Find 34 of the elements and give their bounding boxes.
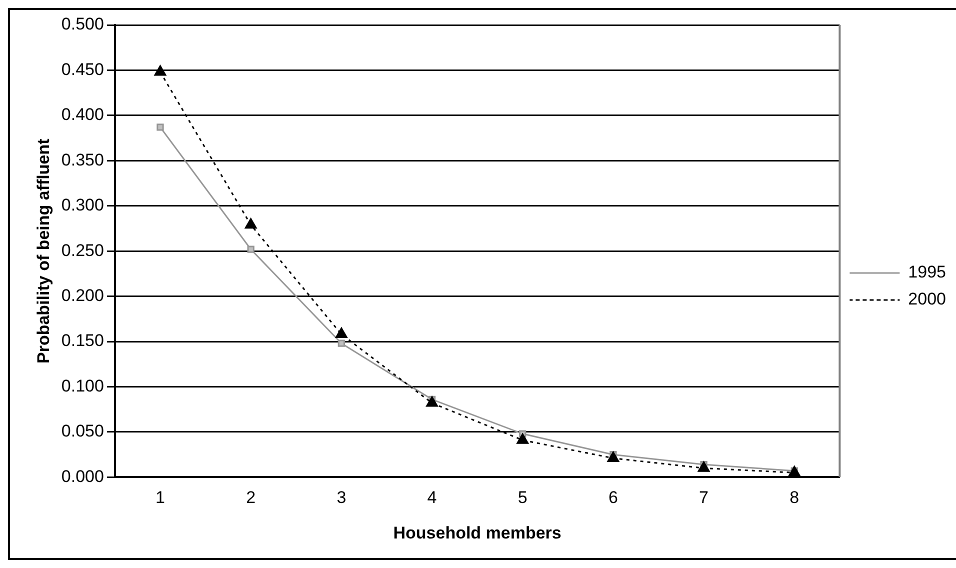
y-tick-label: 0.350 [61,150,104,170]
y-tick-label: 0.000 [61,466,104,486]
y-tick-label: 0.450 [61,60,104,79]
point [335,328,348,338]
point [607,451,620,462]
x-tick-label: 6 [608,488,618,508]
y-tick-label: 0.300 [61,196,104,215]
point [426,396,438,407]
y-tick-label: 0.050 [61,422,104,441]
y-tick-label: 0.250 [61,240,104,260]
y-tick-label: 0.100 [61,376,104,396]
point [516,433,529,444]
x-tick-label: 7 [699,488,709,508]
point [338,340,345,347]
y-tick-label: 0.400 [61,105,104,124]
y-axis-title: Probability of being affluent [34,138,53,364]
point [154,65,166,76]
point [788,466,800,476]
x-tick-label: 5 [518,488,528,508]
point [698,461,710,472]
x-tick-label: 3 [336,488,346,508]
x-axis-title: Household members [393,523,562,542]
legend-label: 1995 [908,262,946,282]
y-tick-label: 0.500 [61,14,104,34]
point [244,218,257,229]
x-tick-label: 1 [156,488,165,508]
x-tick-label: 4 [427,488,437,508]
y-tick-label: 0.200 [61,286,104,306]
x-tick-label: 2 [246,488,256,508]
x-tick-label: 8 [790,488,800,508]
legend-label: 2000 [908,290,946,309]
y-tick-label: 0.150 [61,331,104,350]
point [156,124,164,131]
point [247,246,254,253]
